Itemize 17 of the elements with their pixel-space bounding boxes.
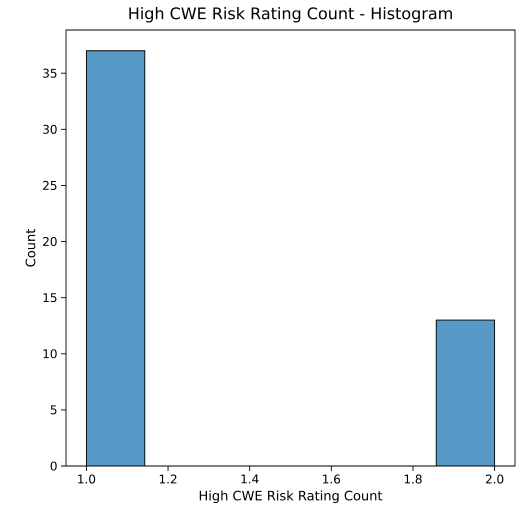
y-tick-label: 30 <box>43 124 57 134</box>
y-tick-label: 10 <box>44 349 57 358</box>
y-tick-label: 5 <box>50 405 56 414</box>
x-tick-label: 2.0 <box>486 474 504 484</box>
x-tick-label: 1.4 <box>241 474 259 484</box>
chart-title: High CWE Risk Rating Count - Histogram <box>129 7 452 22</box>
y-axis-title: Count <box>26 229 36 267</box>
y-tick-label: 25 <box>43 180 56 190</box>
y-tick-label: 20 <box>43 237 57 246</box>
y-tick-label: 0 <box>50 461 57 471</box>
y-tick-label: 35 <box>43 68 56 78</box>
x-axis-title: High CWE Risk Rating Count <box>200 490 382 504</box>
x-tick-label: 1.6 <box>323 474 340 484</box>
x-tick-label: 1.0 <box>78 474 96 484</box>
x-tick-label: 1.8 <box>404 474 422 484</box>
y-tick-label: 15 <box>44 293 56 302</box>
x-tick-label: 1.2 <box>160 474 176 484</box>
